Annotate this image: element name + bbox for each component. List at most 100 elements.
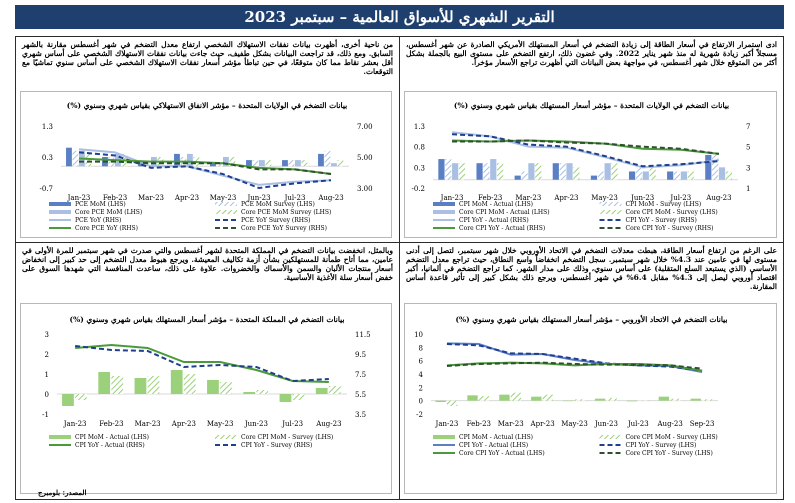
x-tick-label: Jul-23 [627, 420, 649, 428]
bar-mark [573, 167, 580, 180]
legend-label: PCE MoM Survey (LHS) [241, 201, 315, 208]
lhs-tick-label: 8 [419, 344, 423, 352]
x-tick-label: Apr-23 [553, 194, 578, 202]
bar-mark [590, 175, 598, 180]
bar-mark [295, 160, 301, 167]
bar-mark [223, 157, 229, 167]
rhs-tick-label: 3.5 [355, 411, 366, 419]
legend-label: Core CPI YoY - Survey (RHS) [626, 225, 714, 232]
bar-mark [66, 147, 72, 167]
x-tick-label: Mar-23 [138, 194, 164, 202]
lhs-tick-label: 6 [419, 358, 424, 366]
bar-mark [85, 153, 92, 167]
x-tick-label: Apr-23 [530, 420, 555, 428]
bar-mark [331, 163, 337, 167]
bar-mark [552, 163, 559, 180]
bar-mark [265, 160, 272, 167]
series-line [78, 151, 332, 190]
source-note: المصدر: بلومبرج [38, 488, 87, 497]
x-tick-label: May-23 [561, 420, 588, 428]
legend-label: Core PCE MoM Survey (LHS) [241, 209, 331, 216]
x-tick-label: May-23 [207, 420, 234, 428]
series-line [452, 133, 720, 168]
lhs-tick-label: 1 [45, 371, 49, 379]
legend-swatch [433, 202, 455, 206]
bar-mark [642, 171, 649, 180]
legend-swatch [599, 435, 622, 439]
bar-mark [458, 163, 466, 180]
rhs-tick-label: 3.00 [357, 185, 373, 193]
us-pce-text: من ناحية أخرى، أظهرت بيانات نفقات الاسته… [22, 40, 393, 76]
bar-mark [628, 171, 636, 180]
bar-mark [187, 153, 193, 167]
lhs-tick-label: -2 [416, 411, 423, 419]
bar-mark [638, 400, 649, 402]
rhs-tick-label: 3 [746, 164, 750, 172]
report-title-banner: التقرير الشهري للأسواق العالمية – سبتمبر… [15, 5, 784, 29]
rhs-tick-label: 1 [746, 185, 750, 193]
bar-mark [594, 398, 606, 401]
bar-mark [134, 378, 147, 394]
bar-mark [690, 398, 701, 401]
bar-mark [687, 171, 694, 180]
us-pce-chart-box: بيانات التضخم في الولايات المتحدة – مؤشر… [20, 91, 392, 238]
bar-mark [62, 394, 74, 406]
bar-mark [452, 163, 459, 180]
bar-mark [563, 400, 574, 402]
bar-mark [725, 171, 732, 180]
bar-mark [207, 380, 219, 394]
chart-title: بيانات التضخم في المملكة المتحدة – مؤشر … [70, 312, 345, 325]
bar-mark [75, 394, 87, 400]
legend-label: CPI YoY - Actual (LHS) [459, 442, 528, 449]
series-line [446, 343, 703, 372]
x-tick-label: Jan-23 [440, 194, 464, 202]
bar-mark [490, 159, 497, 180]
bar-mark [435, 400, 446, 402]
x-tick-label: Mar-23 [498, 420, 524, 428]
chart-title: بيانات التضخم في الولايات المتحدة – مؤشر… [67, 101, 347, 111]
x-tick-label: May-23 [210, 194, 237, 202]
lhs-tick-label: 0.3 [42, 154, 53, 162]
x-tick-label: Feb-23 [99, 420, 123, 428]
bar-mark [712, 154, 719, 180]
lhs-tick-label: 2 [419, 384, 423, 392]
x-tick-label: Jun-23 [630, 194, 654, 202]
legend-label: Core PCE YoY Survey (RHS) [241, 225, 327, 232]
series-line [452, 139, 720, 155]
bar-mark [246, 160, 252, 167]
bar-mark [574, 399, 585, 401]
bar-mark [279, 394, 292, 402]
bar-mark [252, 160, 259, 167]
lhs-tick-label: 0.8 [414, 144, 425, 152]
x-tick-label: Jun-23 [594, 420, 618, 428]
legend-label: CPI MoM - Survey (LHS) [626, 201, 702, 208]
panel-us-pce: من ناحية أخرى، أظهرت بيانات نفقات الاسته… [15, 36, 399, 243]
bar-mark [483, 163, 490, 180]
bar-mark [259, 160, 265, 167]
legend-label: CPI MoM - Actual (LHS) [459, 201, 533, 208]
uk-chart-box: بيانات التضخم في المملكة المتحدة – مؤشر … [20, 303, 392, 494]
legend-label: CPI YoY - Survey (LHS) [626, 442, 697, 449]
legend-label: CPI YoY - Survey (RHS) [241, 442, 312, 449]
legend-label: Core CPI MoM - Survey (LHS) [626, 434, 718, 441]
legend-swatch [49, 435, 71, 439]
legend-label: CPI YoY - Actual (RHS) [75, 442, 145, 449]
legend-label: PCE MoM (LHS) [75, 201, 126, 208]
lhs-tick-label: -1 [42, 411, 49, 419]
legend-swatch [49, 210, 71, 214]
us-pce-chart: بيانات التضخم في الولايات المتحدة – مؤشر… [40, 101, 373, 232]
us-cpi-text: ادى استمرار الارتفاع في أسعار الطاقة إلى… [406, 40, 778, 67]
legend-swatch [599, 210, 622, 214]
us-cpi-chart: بيانات التضخم في الولايات المتحدة – مؤشر… [412, 98, 751, 232]
rhs-tick-label: 9.5 [355, 351, 366, 359]
chart-title: بيانات التضخم في الاتحاد الأوروبي – مؤشر… [455, 312, 727, 325]
x-tick-label: Jul-23 [284, 194, 306, 202]
bar-mark [673, 171, 681, 180]
lhs-tick-label: -0.2 [412, 185, 426, 193]
lhs-tick-label: 1.3 [414, 123, 425, 131]
rhs-tick-label: 7.00 [357, 123, 373, 131]
legend-swatch [433, 210, 455, 214]
bar-mark [229, 157, 236, 167]
legend-swatch [215, 210, 237, 214]
lhs-tick-label: 10 [414, 331, 423, 339]
